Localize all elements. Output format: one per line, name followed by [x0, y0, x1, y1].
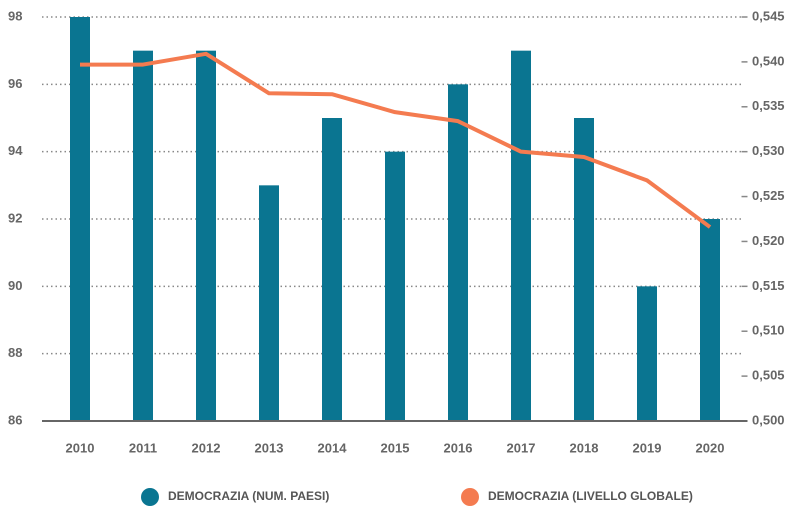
y2-tick-label: 0,510	[752, 323, 785, 338]
x-tick-label: 2017	[507, 440, 536, 455]
x-tick-label: 2011	[129, 440, 157, 455]
bar	[700, 219, 720, 421]
bar	[448, 84, 468, 421]
x-tick-label: 2018	[570, 440, 599, 455]
y2-tick-label: 0,505	[752, 368, 785, 383]
legend-label: DEMOCRAZIA (LIVELLO GLOBALE)	[488, 489, 693, 503]
y2-tick-label: 0,530	[752, 143, 785, 158]
bar	[196, 50, 216, 422]
y2-tick-label: 0,500	[752, 412, 785, 427]
legend-marker	[461, 488, 479, 506]
x-tick-label: 2014	[318, 440, 348, 455]
bar	[133, 50, 153, 422]
x-tick-label: 2013	[255, 440, 284, 455]
bar	[637, 286, 657, 421]
bar	[385, 151, 405, 421]
line	[80, 51, 712, 229]
bar	[511, 50, 531, 422]
bar	[70, 17, 90, 421]
y2-tick-label: 0,520	[752, 233, 785, 248]
bar	[322, 118, 342, 421]
x-tick-label: 2016	[444, 440, 473, 455]
y2-tick-label: 0,545	[752, 8, 785, 23]
y2-tick-label: 0,540	[752, 53, 785, 68]
x-tick-label: 2012	[192, 440, 221, 455]
y-tick-label: 88	[8, 345, 22, 360]
bar	[259, 185, 279, 421]
y2-tick-label: 0,535	[752, 98, 785, 113]
y-tick-label: 94	[8, 143, 23, 158]
y-tick-label: 92	[8, 210, 22, 225]
y-tick-label: 86	[8, 412, 22, 427]
bar	[574, 118, 594, 421]
y-tick-label: 90	[8, 278, 22, 293]
y2-tick-label: 0,515	[752, 278, 785, 293]
y2-tick-label: 0,525	[752, 188, 785, 203]
legend-marker	[141, 488, 159, 506]
x-tick-label: 2015	[381, 440, 410, 455]
y-tick-label: 96	[8, 76, 22, 91]
x-tick-label: 2019	[633, 440, 662, 455]
x-tick-label: 2020	[696, 440, 725, 455]
x-tick-label: 2010	[66, 440, 95, 455]
legend-label: DEMOCRAZIA (NUM. PAESI)	[168, 489, 329, 503]
y-tick-label: 98	[8, 8, 22, 23]
